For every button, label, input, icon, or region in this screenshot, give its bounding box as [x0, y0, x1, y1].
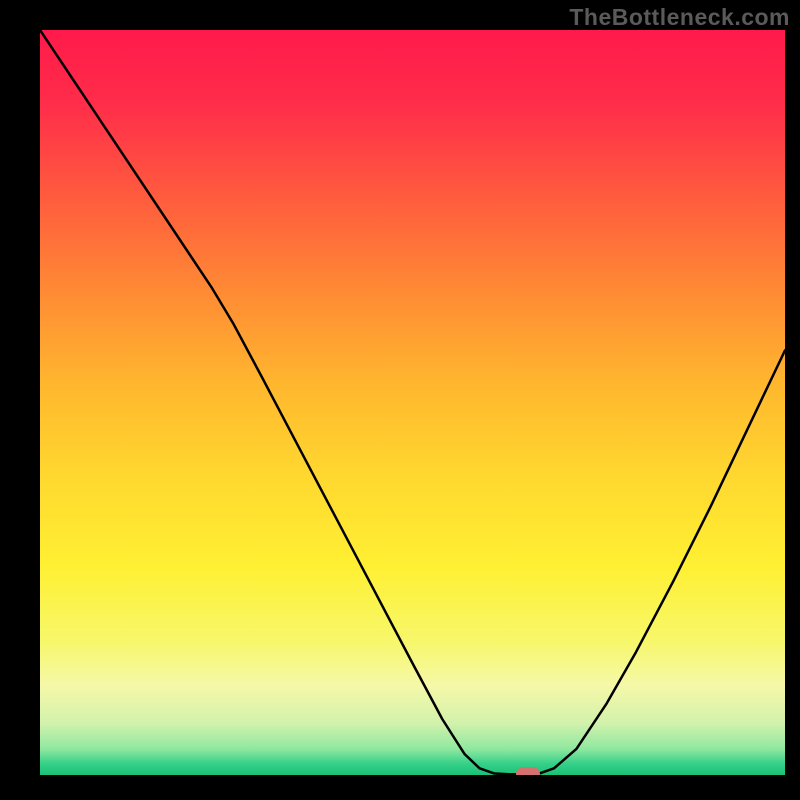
- plot-area: [40, 30, 785, 775]
- watermark-text: TheBottleneck.com: [569, 4, 790, 31]
- chart-container: TheBottleneck.com: [0, 0, 800, 800]
- optimum-marker: [516, 767, 540, 775]
- plot-svg: [40, 30, 785, 775]
